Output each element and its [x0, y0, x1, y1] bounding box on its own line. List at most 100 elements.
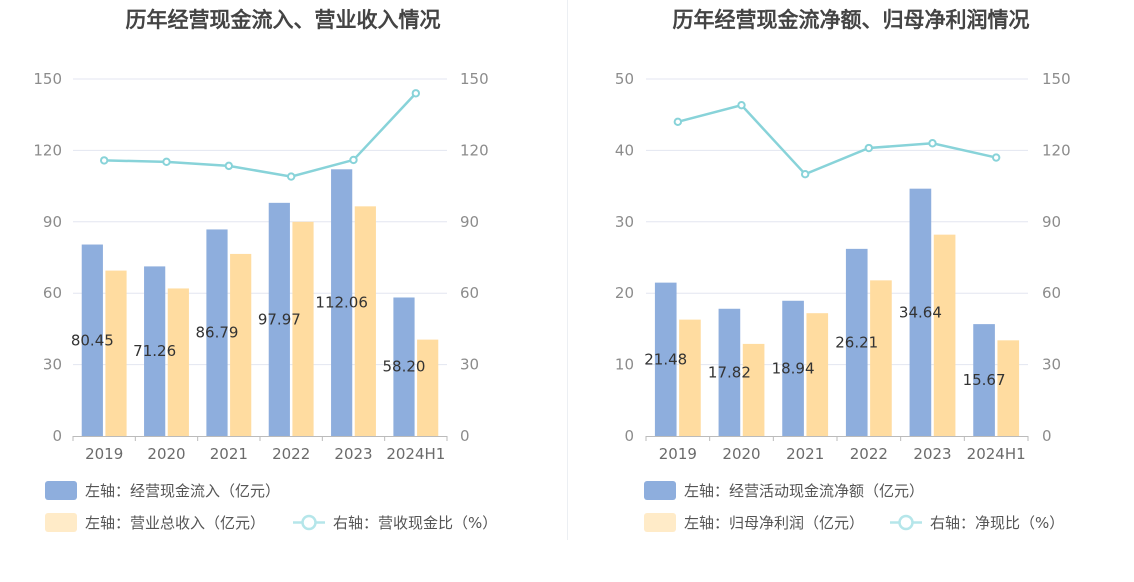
data-label: 26.21 [835, 333, 878, 351]
line-point [991, 153, 1001, 162]
y-tick-label-left: 60 [43, 284, 62, 302]
y-tick-label-right: 90 [460, 213, 479, 231]
legend-item-net-cash-ratio[interactable]: 右轴：净现比（%） [890, 512, 1064, 533]
x-tick-label: 2022 [272, 445, 310, 463]
legend-label: 左轴：经营现金流入（亿元） [85, 482, 281, 500]
x-tick-label: 2020 [722, 445, 760, 463]
data-label: 80.45 [71, 331, 114, 349]
chart-panel-cash-inflow: 历年经营现金流入、营业收入情况 0 30 60 90 120 150 0 30 60 90 120 1… [0, 0, 566, 582]
legend-label: 左轴：归母净利润（亿元） [684, 514, 865, 532]
y-tick-label-left: 150 [33, 70, 62, 88]
legend-swatch-bar-blue [45, 481, 77, 500]
legend-label: 右轴：营收现金比（%） [333, 514, 498, 532]
legend-item-cash-inflow[interactable]: 左轴：经营现金流入（亿元） [45, 480, 280, 501]
legend-swatch-line-icon [293, 514, 325, 531]
x-tick-label: 2019 [85, 445, 123, 463]
data-label: 97.97 [258, 310, 301, 328]
x-tick-label: 2023 [913, 445, 951, 463]
bar-secondary [679, 319, 701, 436]
data-label: 58.20 [383, 358, 426, 376]
bar-primary [782, 300, 804, 436]
line-series [104, 92, 417, 178]
y-tick-label-right: 60 [460, 284, 479, 302]
legend-swatch-bar-orange [45, 513, 77, 532]
line-point [286, 172, 296, 181]
bar-primary [718, 308, 741, 436]
line-point [411, 89, 421, 98]
y-tick-label-left: 0 [624, 427, 634, 445]
y-tick-label-right: 30 [460, 356, 479, 374]
y-tick-label-left: 30 [43, 356, 62, 374]
legend-item-revenue[interactable]: 左轴：营业总收入（亿元） [45, 512, 265, 533]
legend-swatch-bar-orange [644, 513, 676, 532]
x-tick-label: 2024H1 [967, 445, 1026, 463]
data-label: 71.26 [133, 342, 176, 360]
x-tick-label: 2021 [210, 445, 248, 463]
bar-secondary [806, 313, 829, 436]
legend-label: 右轴：净现比（%） [930, 514, 1065, 532]
x-tick-label: 2022 [850, 445, 888, 463]
bar-secondary [742, 343, 765, 436]
data-label: 112.06 [315, 294, 368, 312]
bar-primary [331, 169, 353, 437]
bar-primary [81, 244, 103, 436]
y-tick-label-left: 0 [52, 427, 62, 445]
chart-title: 历年经营现金流净额、归母净利润情况 [672, 8, 1030, 32]
legend-item-ratio[interactable]: 右轴：营收现金比（%） [293, 512, 497, 533]
legend-swatch-line-icon [890, 514, 922, 531]
chart-title: 历年经营现金流入、营业收入情况 [125, 8, 441, 32]
bar-secondary [417, 339, 439, 436]
x-tick-label: 2020 [147, 445, 185, 463]
chart-panel-net-cash-flow: 历年经营现金流净额、归母净利润情况 0 10 20 30 40 50 0 30 60 90 120 1… [568, 0, 1134, 582]
panel-divider [567, 0, 568, 540]
data-label: 34.64 [899, 303, 942, 321]
y-tick-label-right: 150 [1042, 70, 1071, 88]
legend-item-net-cash-flow[interactable]: 左轴：经营活动现金流净额（亿元） [644, 480, 924, 501]
bar-primary [973, 324, 995, 436]
y-tick-label-left: 50 [615, 70, 634, 88]
y-tick-label-right: 0 [460, 427, 470, 445]
data-label: 21.48 [644, 350, 687, 368]
bar-primary [268, 202, 290, 436]
line-point [224, 161, 234, 171]
chart-plot-area: 0 30 60 90 120 150 0 30 60 90 120 150 2019 2020 2021 20… [33, 70, 489, 463]
bar-primary [845, 248, 868, 436]
data-label: 17.82 [708, 363, 751, 381]
y-tick-label-left: 20 [615, 284, 634, 302]
line-point [673, 117, 683, 127]
line-point [162, 157, 171, 167]
y-tick-label-left: 10 [615, 356, 634, 374]
y-tick-label-right: 0 [1042, 427, 1052, 445]
bar-primary [393, 297, 415, 436]
bar-primary [206, 229, 228, 436]
line-point [864, 143, 874, 153]
line-point [737, 100, 746, 110]
bar-primary [654, 282, 677, 436]
line-point [800, 170, 810, 179]
y-tick-label-right: 150 [460, 70, 489, 88]
legend-item-net-profit[interactable]: 左轴：归母净利润（亿元） [644, 512, 864, 533]
bar-primary [144, 266, 166, 436]
line-point [99, 156, 109, 165]
bar-secondary [292, 221, 314, 436]
y-tick-label-left: 30 [615, 213, 634, 231]
x-tick-label: 2019 [659, 445, 697, 463]
chart-plot-area: 0 10 20 30 40 50 0 30 60 90 120 150 2019 2020 2021 2022… [615, 70, 1071, 463]
data-label: 86.79 [196, 324, 239, 342]
line-point [349, 155, 358, 165]
x-tick-label: 2024H1 [386, 445, 445, 463]
y-tick-label-right: 120 [1042, 141, 1071, 159]
y-tick-label-left: 40 [615, 141, 634, 159]
line-series [677, 103, 997, 176]
bar-secondary [933, 234, 956, 436]
x-tick-label: 2023 [334, 445, 372, 463]
bar-secondary [230, 253, 252, 436]
data-label: 18.94 [772, 359, 815, 377]
bar-secondary [997, 340, 1020, 436]
y-tick-label-right: 120 [460, 141, 489, 159]
data-label: 15.67 [963, 371, 1006, 389]
bar-secondary [354, 206, 376, 436]
bar-primary [909, 188, 932, 436]
y-tick-label-right: 60 [1042, 284, 1061, 302]
x-tick-label: 2021 [786, 445, 824, 463]
